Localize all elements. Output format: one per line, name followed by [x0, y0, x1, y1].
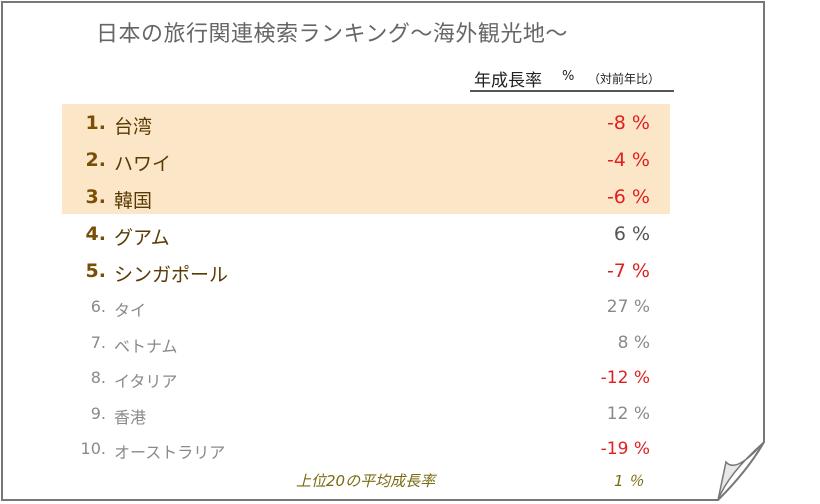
rank-number: 10.	[80, 439, 106, 459]
ranking-row: 4. グアム 6 %	[62, 217, 670, 254]
ranking-row: 7. ベトナム 8 %	[62, 327, 670, 363]
growth-value: 8 %	[617, 332, 650, 353]
ranking-row: 2. ハワイ -4 %	[62, 143, 670, 180]
rank-number: 3.	[85, 186, 106, 208]
destination-name: ハワイ	[114, 153, 172, 175]
folded-corner	[717, 441, 765, 501]
growth-value: -8 %	[606, 112, 650, 134]
column-header: 年成長率 % （対前年比）	[470, 64, 674, 92]
ranking-row: 5. シンガポール -7 %	[62, 254, 670, 291]
rank-number: 4.	[85, 223, 106, 245]
rank-number: 1.	[85, 112, 106, 134]
ranking-list: 1. 台湾 -8 % 2. ハワイ -4 % 3. 韓国 -6 % 4. グアム…	[62, 106, 670, 469]
destination-name: ベトナム	[114, 336, 178, 356]
rank-number: 2.	[85, 149, 106, 171]
destination-name: シンガポール	[114, 264, 229, 286]
growth-value: -7 %	[606, 260, 650, 282]
rank-number: 9.	[90, 403, 106, 423]
growth-value: -19 %	[600, 439, 650, 460]
growth-value: -6 %	[606, 186, 650, 208]
growth-value: -12 %	[600, 368, 650, 389]
growth-value: -4 %	[606, 149, 650, 171]
rank-number: 8.	[90, 368, 106, 388]
ranking-row: 3. 韓国 -6 %	[62, 180, 670, 217]
growth-value: 12 %	[606, 403, 650, 424]
destination-name: オーストラリア	[114, 443, 226, 463]
average-growth-label: 上位20の平均成長率	[296, 472, 436, 490]
ranking-row: 6. タイ 27 %	[62, 291, 670, 327]
ranking-row: 9. 香港 12 %	[62, 398, 670, 434]
rank-number: 7.	[90, 332, 106, 352]
growth-value: 6 %	[613, 223, 650, 245]
growth-value: 27 %	[606, 297, 650, 317]
growth-rate-note: （対前年比）	[588, 72, 661, 86]
rank-number: 6.	[90, 297, 106, 316]
destination-name: 台湾	[114, 116, 153, 138]
destination-name: 韓国	[114, 190, 153, 212]
ranking-row: 8. イタリア -12 %	[62, 362, 670, 398]
ranking-row: 1. 台湾 -8 %	[62, 106, 670, 143]
top3-highlight	[62, 104, 670, 214]
growth-rate-label: 年成長率	[474, 71, 542, 91]
destination-name: タイ	[114, 301, 147, 320]
destination-name: 香港	[114, 407, 147, 427]
average-growth-value: 1 ％	[614, 472, 644, 490]
destination-name: イタリア	[114, 372, 178, 392]
ranking-row: 10. オーストラリア -19 %	[62, 433, 670, 469]
page-title: 日本の旅行関連検索ランキング〜海外観光地〜	[96, 22, 568, 47]
growth-rate-unit: %	[562, 69, 575, 84]
rank-number: 5.	[85, 260, 106, 282]
destination-name: グアム	[114, 227, 170, 249]
